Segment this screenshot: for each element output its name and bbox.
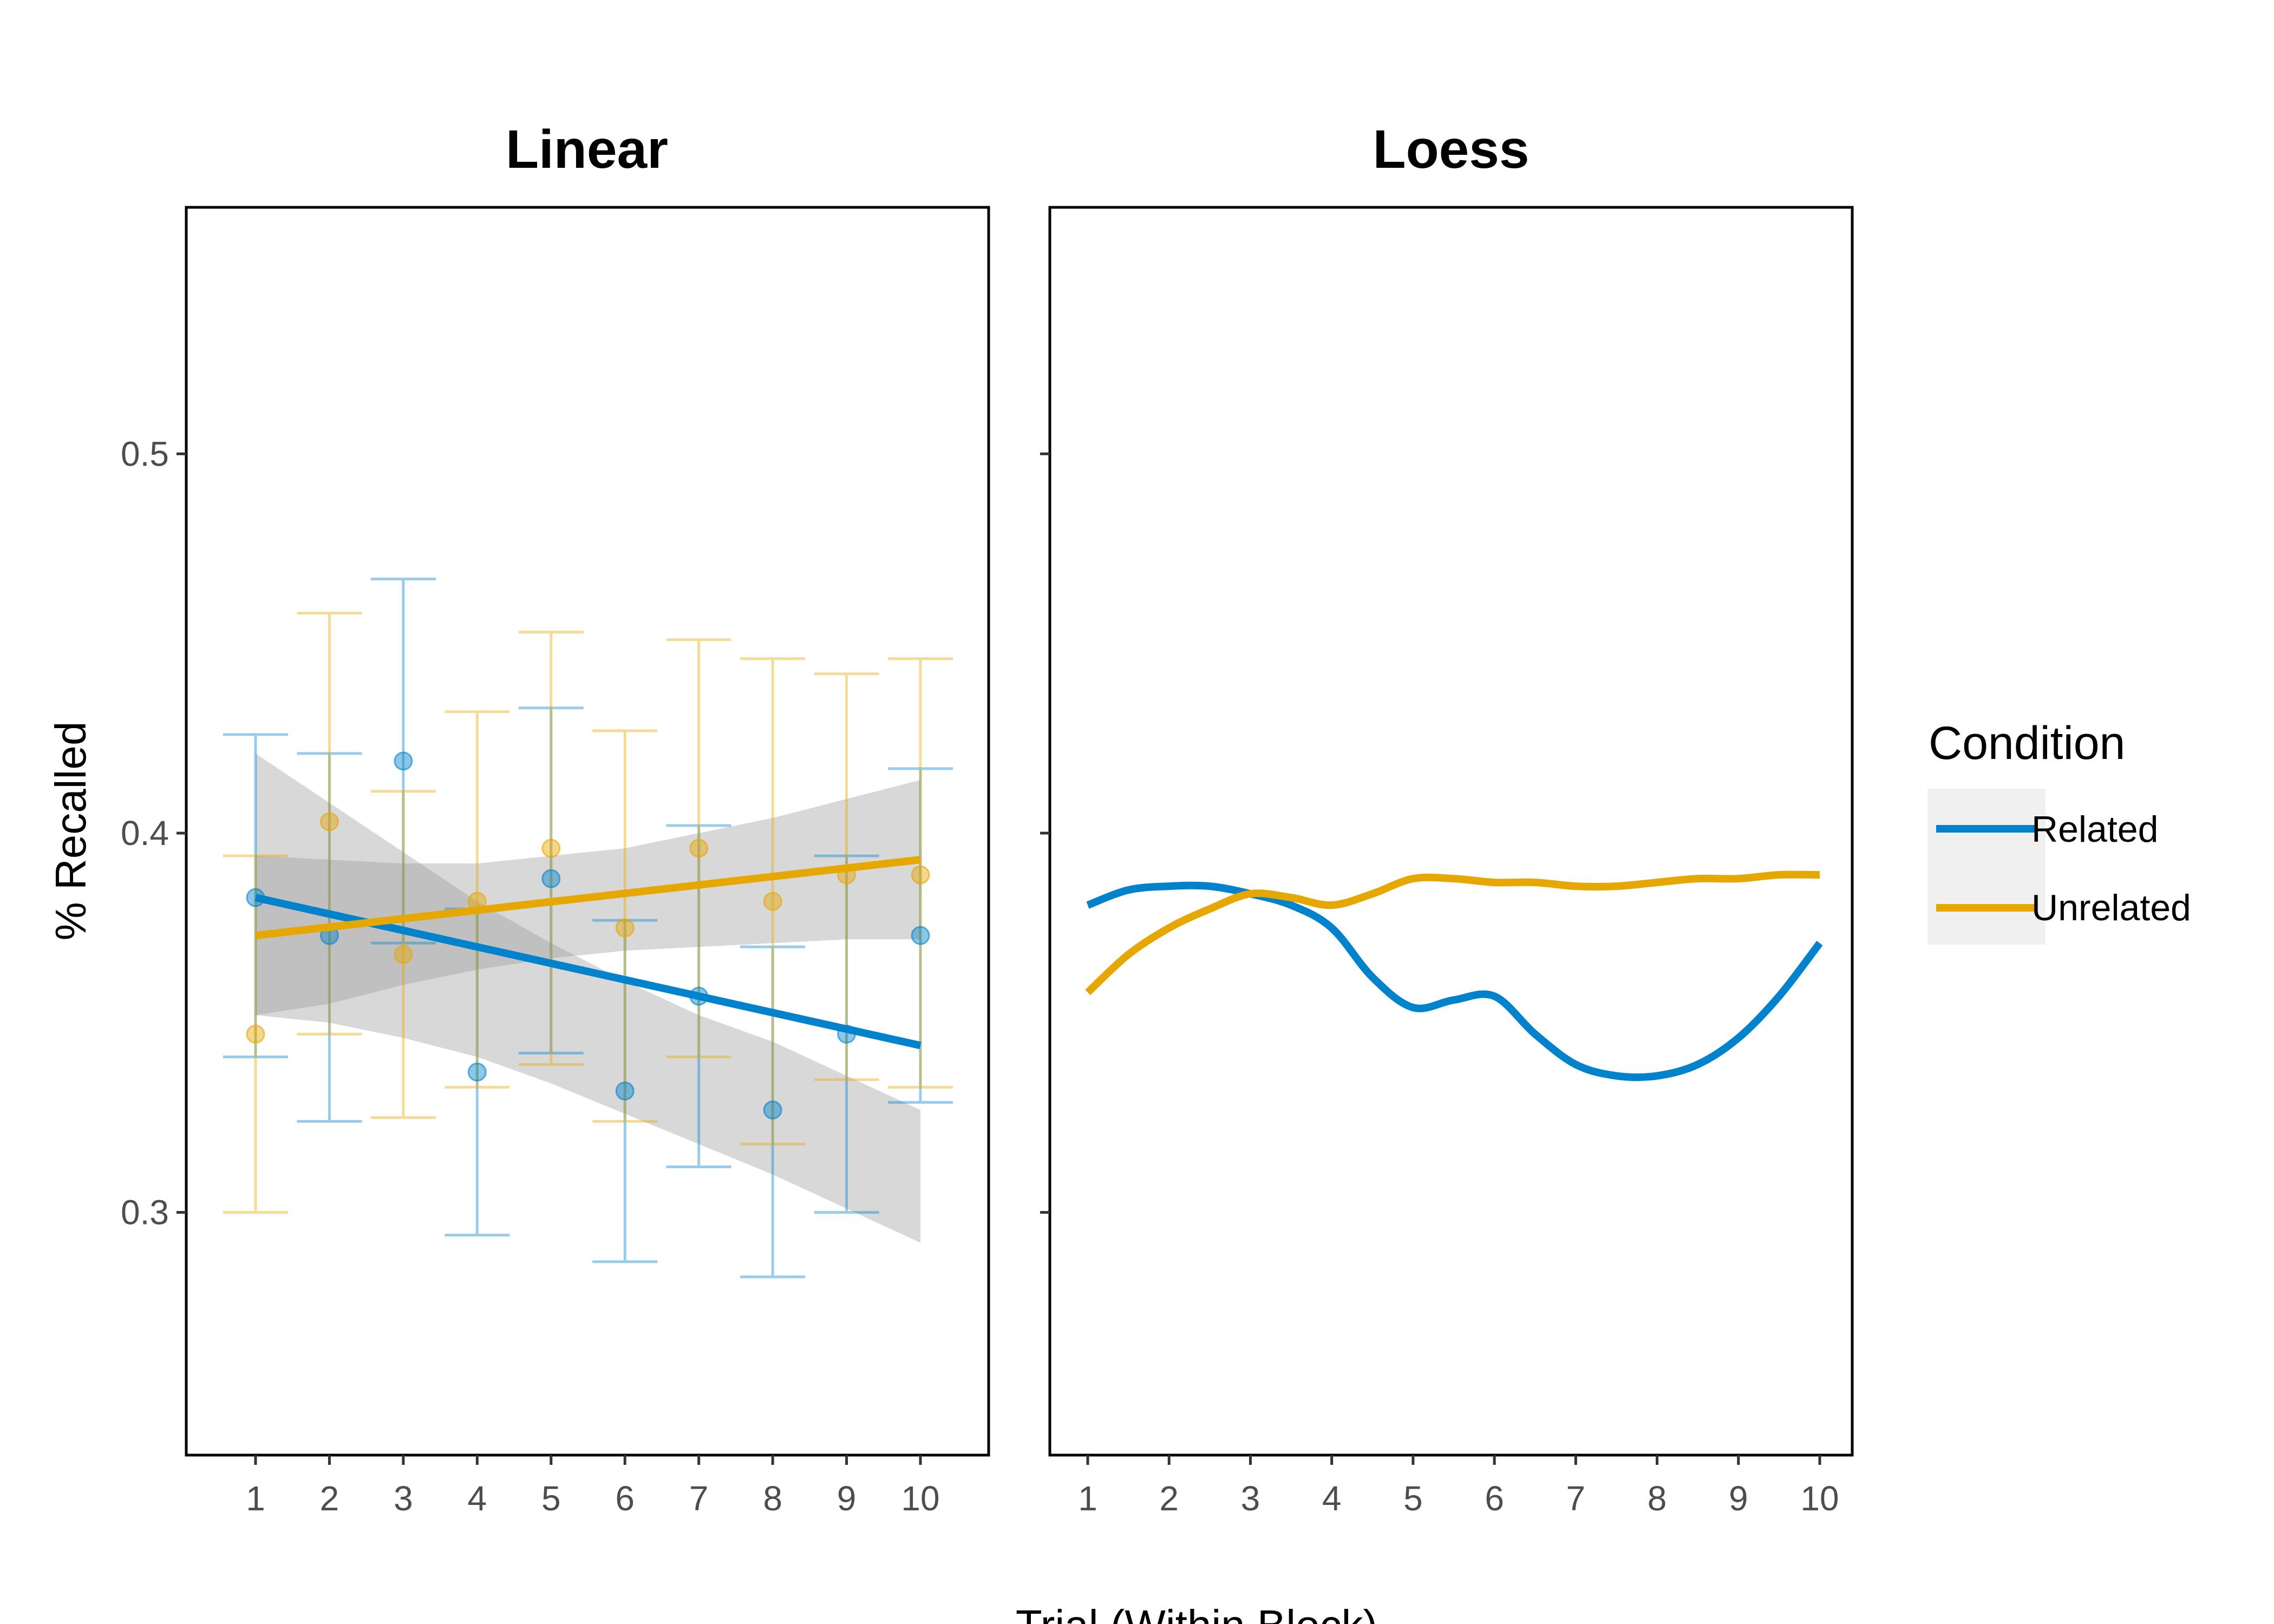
x-tick-label: 6: [615, 1479, 635, 1518]
data-point-related: [763, 1100, 782, 1119]
y-tick-label: 0.3: [121, 1193, 169, 1232]
x-tick-label: 9: [837, 1479, 857, 1518]
error-bar-unrelated: [592, 729, 658, 1123]
data-point-unrelated: [911, 865, 930, 885]
x-tick-label: 2: [320, 1479, 339, 1518]
x-tick-label: 4: [468, 1479, 487, 1518]
linear-fit-lines: [254, 856, 922, 1050]
error-bar-related: [740, 945, 806, 1279]
error-bar-related: [370, 578, 436, 945]
error-bar-unrelated: [814, 672, 879, 1081]
x-tick-label: 3: [394, 1479, 413, 1518]
error-bar-unrelated: [223, 854, 288, 1214]
y-tick-label: 0.5: [121, 434, 169, 473]
legend-label-related: Related: [2031, 809, 2158, 850]
error-bar-related: [297, 752, 362, 1123]
x-tick-label-panel2: 5: [1403, 1479, 1423, 1518]
x-tick-label-panel2: 3: [1241, 1479, 1260, 1518]
x-tick-label: 1: [246, 1479, 265, 1518]
data-point-unrelated: [615, 918, 635, 938]
panel-title-loess: Loess: [1373, 119, 1529, 180]
data-point-unrelated: [319, 812, 339, 831]
x-tick-label-panel2: 9: [1729, 1479, 1748, 1518]
error-bar-unrelated: [518, 631, 584, 1066]
x-tick-label-panel2: 8: [1648, 1479, 1667, 1518]
data-point-unrelated: [541, 839, 561, 858]
panel-loess-plot-area: [1085, 870, 1823, 1081]
y-axis: 0.3 0.4 0.5: [121, 434, 1050, 1232]
data-point-related: [615, 1081, 635, 1101]
x-axis-linear: 1 2 3 4 5 6 7 8 9 10: [246, 1455, 940, 1518]
y-tick-label: 0.4: [121, 814, 169, 853]
panel-linear-plot-area: [223, 578, 953, 1279]
data-point-related: [467, 1062, 487, 1082]
error-bar-unrelated: [888, 657, 953, 1089]
x-tick-label-panel2: 7: [1566, 1479, 1586, 1518]
error-bar-related: [814, 854, 879, 1214]
panel-title-linear: Linear: [506, 119, 668, 180]
x-tick-label: 7: [689, 1479, 709, 1518]
data-point-related: [911, 926, 930, 945]
x-tick-label: 10: [901, 1479, 939, 1518]
loess-line-related: [1086, 881, 1823, 1081]
x-tick-label-panel2: 4: [1322, 1479, 1342, 1518]
x-axis-loess: 1 2 3 4 5 6 7 8 9 10: [1078, 1455, 1839, 1518]
legend-title: Condition: [1929, 717, 2125, 769]
x-axis-title: Trial (Within Block): [1016, 1601, 1377, 1624]
error-bar-unrelated: [370, 790, 436, 1119]
error-bar-related: [518, 706, 584, 1055]
legend-label-unrelated: Unrelated: [2031, 887, 2191, 928]
error-bar-related: [223, 733, 288, 1058]
loess-line-unrelated: [1085, 870, 1820, 996]
x-tick-label-panel2: 2: [1159, 1479, 1179, 1518]
linear-error-bars: [223, 578, 953, 1279]
error-bar-unrelated: [297, 612, 362, 1036]
x-tick-label-panel2: 6: [1485, 1479, 1504, 1518]
data-point-unrelated: [394, 945, 413, 964]
data-point-unrelated: [246, 1024, 265, 1044]
data-point-unrelated: [689, 839, 709, 858]
x-tick-label-panel2: 1: [1078, 1479, 1097, 1518]
confidence-ribbon-related: [256, 753, 920, 1243]
error-bar-unrelated: [740, 657, 806, 1146]
y-axis-title: % Recalled: [47, 722, 95, 941]
data-point-related: [541, 869, 561, 888]
legend-key-background: [1927, 789, 2046, 945]
data-point-unrelated: [763, 892, 782, 911]
data-point-related: [394, 751, 413, 771]
x-tick-label: 5: [541, 1479, 561, 1518]
error-bar-unrelated: [445, 710, 510, 1089]
error-bar-related: [888, 767, 953, 1104]
x-tick-label: 8: [763, 1479, 782, 1518]
x-tick-label-panel2: 10: [1800, 1479, 1839, 1518]
panel-loess-frame: [1048, 206, 1854, 1457]
fit-line-unrelated: [255, 856, 921, 940]
panel-linear-frame: [185, 206, 990, 1457]
